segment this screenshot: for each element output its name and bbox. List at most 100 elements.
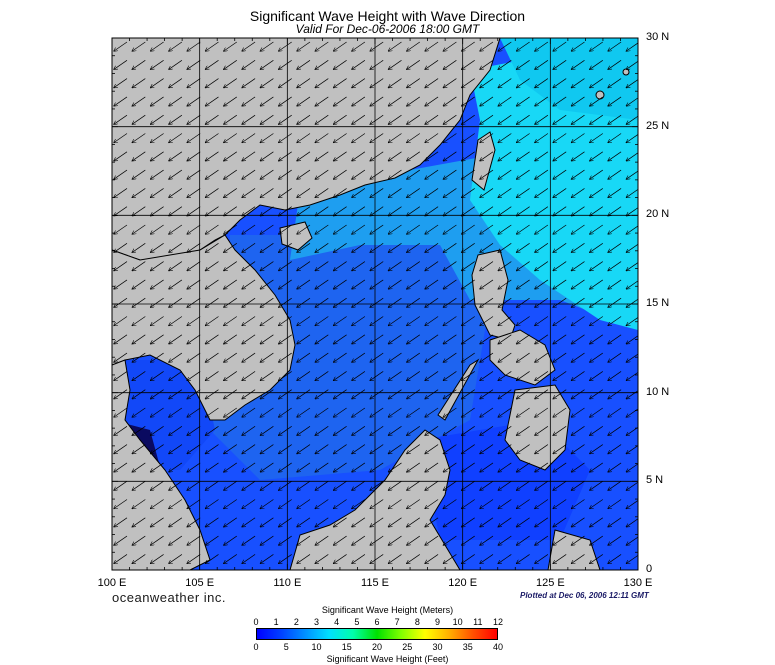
wave-arrow bbox=[334, 188, 347, 197]
wave-arrow bbox=[206, 60, 219, 69]
wave-arrow bbox=[389, 371, 402, 380]
wave-arrow bbox=[132, 243, 146, 252]
wave-arrow bbox=[443, 169, 457, 179]
wave-arrow bbox=[260, 535, 274, 545]
wave-arrow bbox=[608, 279, 622, 289]
wave-arrow bbox=[242, 444, 256, 454]
wave-arrow bbox=[535, 206, 549, 216]
wave-arrow bbox=[590, 389, 603, 399]
legend-meters-tick: 3 bbox=[313, 617, 319, 627]
lat-label: 25 N bbox=[646, 119, 670, 132]
wave-arrow bbox=[132, 60, 146, 69]
wave-arrow bbox=[224, 462, 237, 472]
wave-arrow bbox=[260, 462, 274, 472]
wave-arrow bbox=[114, 78, 128, 88]
wave-arrow bbox=[626, 207, 638, 216]
wave-arrow bbox=[498, 371, 512, 380]
wave-arrow bbox=[443, 316, 457, 326]
wave-arrow bbox=[187, 96, 201, 106]
wave-arrow bbox=[187, 426, 201, 435]
wave-arrow bbox=[590, 499, 603, 509]
wave-arrow bbox=[389, 389, 402, 399]
wave-arrow bbox=[407, 96, 420, 106]
wave-arrow bbox=[151, 169, 164, 179]
wave-arrow bbox=[279, 206, 292, 216]
wave-arrow bbox=[608, 151, 622, 161]
wave-arrow bbox=[315, 554, 329, 563]
legend-feet-title: Significant Wave Height (Feet) bbox=[326, 654, 449, 664]
wave-arrow bbox=[608, 41, 622, 51]
wave-arrow bbox=[480, 352, 494, 362]
wave-arrow bbox=[315, 499, 329, 509]
wave-arrow bbox=[279, 279, 292, 289]
wave-arrow bbox=[626, 317, 638, 326]
wave-arrow bbox=[462, 279, 475, 289]
wave-arrow bbox=[407, 554, 420, 563]
wave-arrow bbox=[572, 297, 585, 307]
wave-arrow bbox=[151, 243, 164, 252]
wave-arrow bbox=[389, 41, 402, 51]
wave-arrow bbox=[151, 297, 164, 307]
wave-arrow bbox=[498, 78, 512, 88]
wave-arrow bbox=[260, 78, 274, 88]
wave-arrow bbox=[480, 389, 494, 399]
wave-arrow bbox=[535, 316, 549, 326]
legend-feet-tick: 40 bbox=[492, 642, 503, 652]
wave-arrow bbox=[572, 151, 585, 161]
wave-arrow bbox=[206, 499, 219, 509]
wave-arrow bbox=[425, 352, 439, 362]
wave-arrow bbox=[187, 371, 201, 380]
wave-arrow bbox=[334, 517, 347, 527]
wave-arrow bbox=[132, 297, 146, 307]
wave-arrow bbox=[553, 334, 567, 344]
wave-arrow bbox=[334, 206, 347, 216]
wave-arrow bbox=[608, 96, 622, 106]
wave-arrow bbox=[572, 517, 585, 527]
wave-arrow bbox=[590, 96, 603, 106]
wave-arrow bbox=[407, 462, 420, 472]
wave-arrow bbox=[407, 535, 420, 545]
wave-arrow bbox=[389, 224, 402, 234]
wave-arrow bbox=[590, 297, 603, 307]
wave-arrow bbox=[480, 41, 494, 51]
wave-arrow bbox=[443, 114, 457, 124]
wave-arrow bbox=[334, 297, 347, 307]
wave-arrow bbox=[462, 297, 475, 307]
wave-arrow bbox=[608, 426, 622, 435]
wave-arrow bbox=[352, 462, 366, 472]
wave-arrow bbox=[553, 352, 567, 362]
wave-arrow bbox=[389, 60, 402, 69]
wave-arrow bbox=[114, 60, 128, 69]
wave-arrow bbox=[279, 499, 292, 509]
wave-arrow bbox=[370, 462, 384, 472]
wave-arrow bbox=[462, 133, 475, 143]
wave-arrow bbox=[114, 554, 128, 563]
wave-arrow bbox=[297, 554, 311, 563]
wave-arrow bbox=[224, 334, 237, 344]
wave-arrow bbox=[315, 169, 329, 179]
wave-arrow bbox=[224, 243, 237, 252]
wave-arrow bbox=[297, 133, 311, 143]
wave-arrow bbox=[334, 389, 347, 399]
wave-arrow bbox=[425, 133, 439, 143]
wave-arrow bbox=[462, 535, 475, 545]
wave-arrow bbox=[608, 188, 622, 197]
wave-arrow bbox=[260, 426, 274, 435]
wave-arrow bbox=[187, 517, 201, 527]
wave-arrow bbox=[132, 78, 146, 88]
wave-arrow bbox=[389, 407, 402, 417]
wave-arrow bbox=[407, 206, 420, 216]
wave-arrow bbox=[370, 517, 384, 527]
wave-arrow bbox=[462, 352, 475, 362]
wave-arrow bbox=[132, 169, 146, 179]
wave-arrow bbox=[334, 41, 347, 51]
wave-arrow bbox=[480, 426, 494, 435]
wave-arrow bbox=[626, 353, 638, 362]
wave-arrow bbox=[443, 499, 457, 509]
wave-arrow bbox=[352, 444, 366, 454]
wave-arrow bbox=[260, 297, 274, 307]
wave-arrow bbox=[572, 114, 585, 124]
land-ryukyu bbox=[595, 90, 605, 100]
wave-arrow bbox=[206, 114, 219, 124]
wave-arrow bbox=[260, 188, 274, 197]
